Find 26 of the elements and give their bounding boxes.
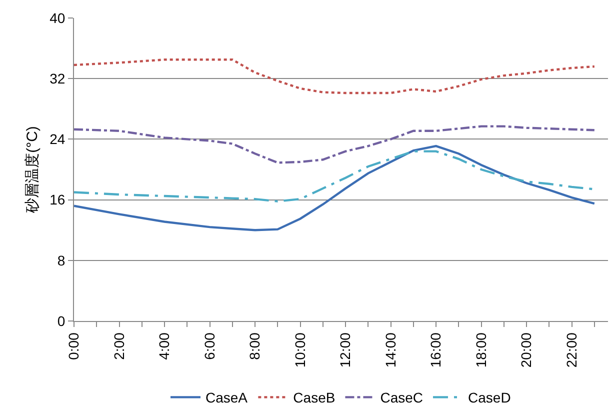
x-tick-label: 0:00 (66, 332, 82, 360)
y-tick-label: 32 (50, 70, 66, 86)
y-tick-label: 24 (50, 131, 66, 148)
x-tick-label: 16:00 (428, 332, 444, 368)
x-tick-label: 10:00 (292, 332, 308, 368)
line-series (74, 144, 596, 232)
y-axis-title: 砂層温度(°C) (24, 126, 41, 214)
x-tick-label: 4:00 (156, 332, 172, 360)
line-series (74, 58, 596, 94)
x-tick-label: 18:00 (472, 332, 489, 368)
x-tick-label: 6:00 (201, 332, 218, 360)
line-series (74, 125, 596, 164)
x-tick-label: 12:00 (337, 332, 354, 368)
legend-label: CaseD (468, 390, 511, 406)
x-tick-label: 20:00 (518, 332, 534, 368)
y-tick-label: 0 (57, 312, 66, 329)
y-tick-label: 8 (57, 252, 66, 268)
legend-label: CaseA (206, 390, 248, 406)
legend-label: CaseB (293, 390, 336, 406)
x-tick-label: 2:00 (110, 332, 127, 360)
y-tick-label: 16 (50, 192, 66, 208)
legend-label: CaseC (380, 390, 424, 406)
x-tick-label: 8:00 (246, 332, 263, 360)
x-tick-label: 14:00 (382, 332, 398, 368)
y-tick-label: 40 (50, 10, 66, 26)
x-tick-label: 22:00 (563, 332, 580, 368)
